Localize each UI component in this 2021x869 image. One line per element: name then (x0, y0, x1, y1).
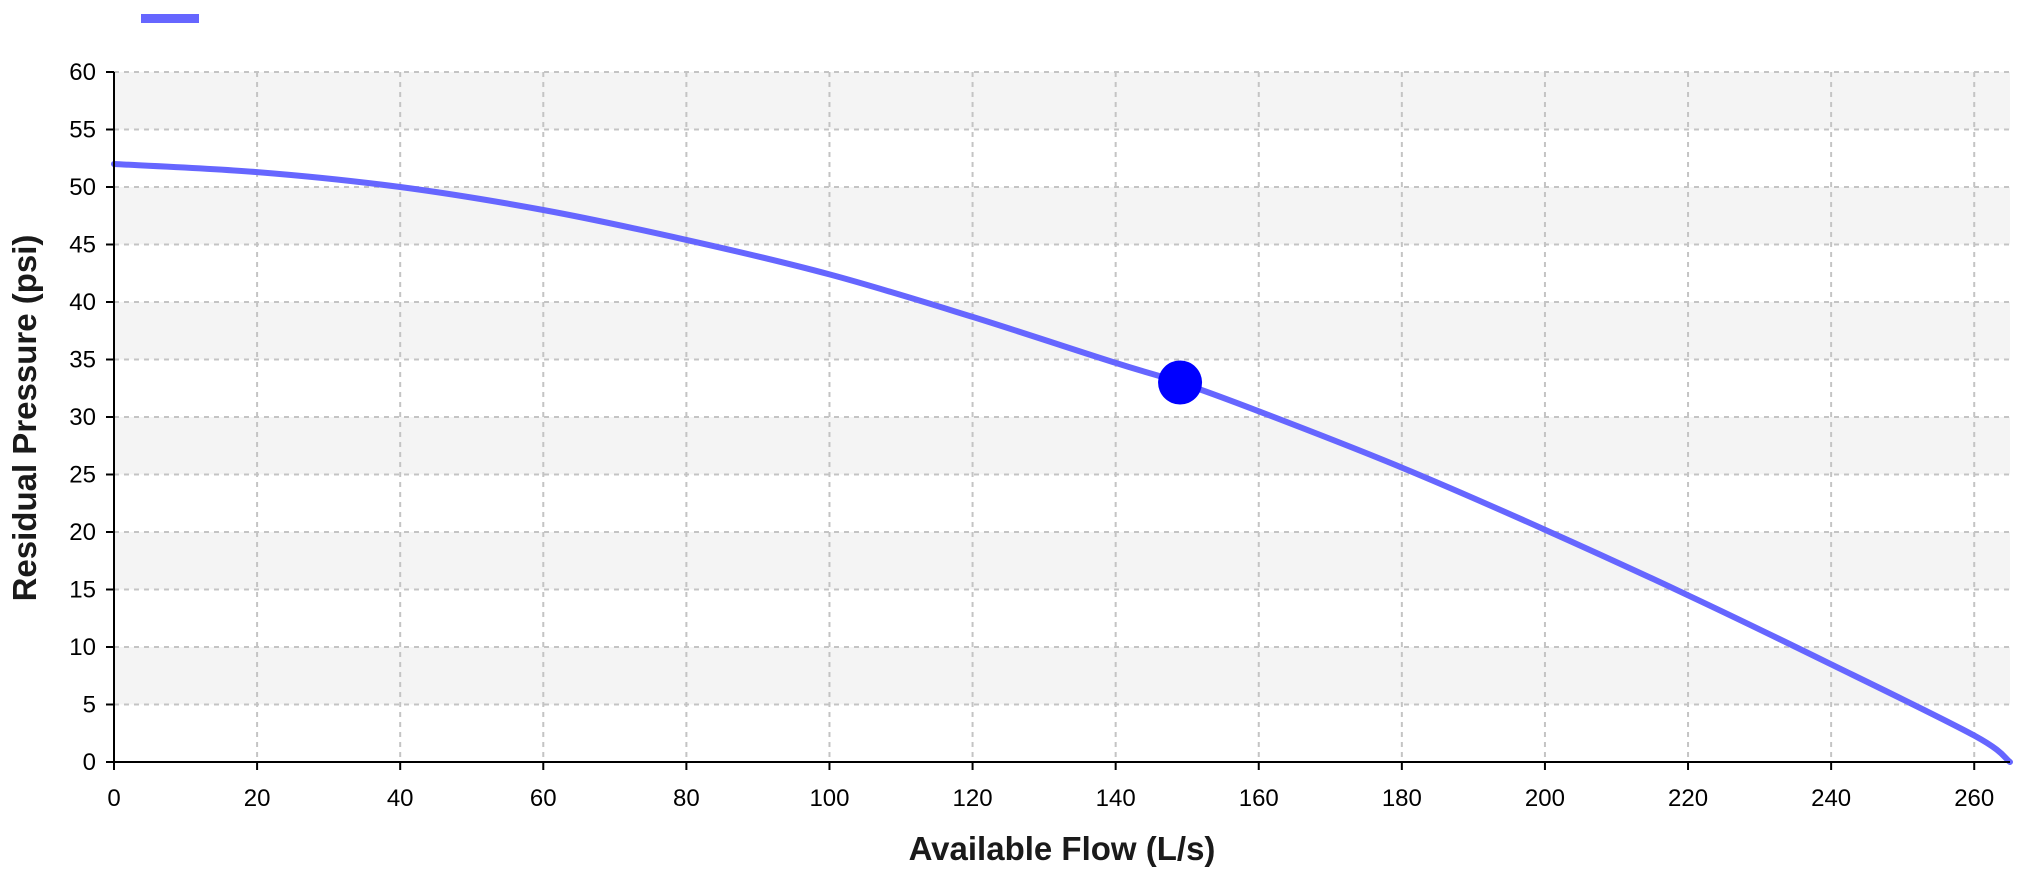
x-tick-label: 200 (1525, 785, 1565, 812)
y-tick-label: 40 (69, 289, 96, 316)
background-band (114, 72, 2010, 130)
x-tick-label: 220 (1668, 785, 1708, 812)
x-tick-label: 160 (1239, 785, 1279, 812)
legend (141, 14, 199, 23)
x-tick-label: 80 (673, 785, 700, 812)
x-axis-title: Available Flow (L/s) (909, 830, 1216, 867)
x-tick-label: 120 (953, 785, 993, 812)
y-tick-label: 15 (69, 577, 96, 604)
x-tick-label: 40 (387, 785, 414, 812)
x-tick-label: 60 (530, 785, 557, 812)
x-tick-label: 140 (1096, 785, 1136, 812)
y-axis-title: Residual Pressure (psi) (6, 235, 43, 602)
y-tick-label: 5 (83, 692, 96, 719)
x-tick-label: 180 (1382, 785, 1422, 812)
y-tick-label: 10 (69, 634, 96, 661)
series-line (111, 161, 2013, 765)
background-band (114, 532, 2010, 590)
x-tick-label: 100 (809, 785, 849, 812)
y-tick-label: 60 (69, 59, 96, 86)
y-tick-label: 0 (83, 749, 96, 776)
y-tick-label: 45 (69, 232, 96, 259)
legend-swatch (141, 14, 199, 23)
background-band (114, 187, 2010, 245)
y-tick-label: 55 (69, 117, 96, 144)
marker-group (1158, 360, 1203, 405)
x-tick-label: 20 (244, 785, 271, 812)
y-tick-label: 25 (69, 462, 96, 489)
axes (106, 71, 2010, 770)
y-tick-label: 20 (69, 519, 96, 546)
tick-labels: 0 20 40 60 80 100 120 140 160 180 200 220 240 260 0 5 10… (69, 59, 1994, 812)
y-tick-label: 35 (69, 347, 96, 374)
background-band (114, 302, 2010, 360)
x-tick-label: 0 (107, 785, 120, 812)
grid-lines (114, 71, 2010, 762)
background-bands (114, 72, 2010, 705)
background-band (114, 417, 2010, 475)
y-tick-label: 50 (69, 174, 96, 201)
x-tick-label: 240 (1811, 785, 1851, 812)
data-point-marker (1158, 360, 1203, 405)
background-band (114, 647, 2010, 705)
y-tick-label: 30 (69, 404, 96, 431)
series-group (111, 161, 2013, 765)
x-tick-label: 260 (1954, 785, 1994, 812)
